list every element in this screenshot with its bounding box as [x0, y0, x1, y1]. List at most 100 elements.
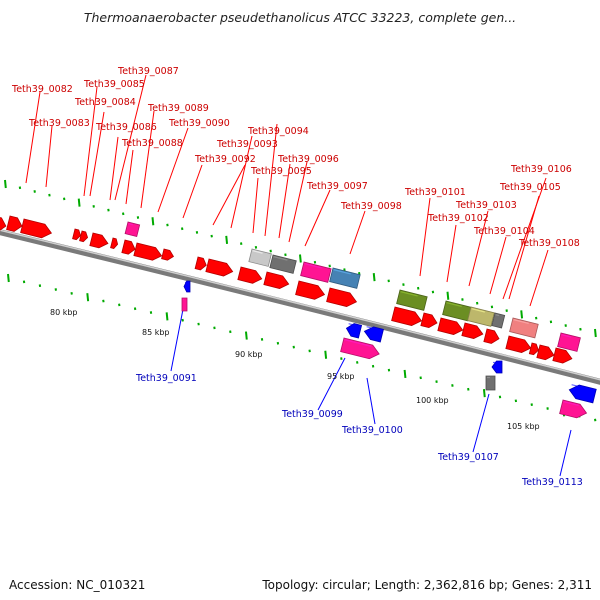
scale-label: 85 kbp [142, 328, 170, 337]
gene-feature-forward [528, 342, 539, 356]
genome-backbone [0, 229, 600, 385]
gene-feature-forward [437, 317, 464, 335]
gene-shape [183, 280, 191, 293]
gene-shape [121, 239, 136, 255]
gene-highlight [333, 269, 351, 275]
gene-shape [485, 375, 496, 391]
major-tick [4, 179, 7, 189]
gene-highlight [471, 308, 485, 313]
gene-feature-forward [248, 248, 272, 267]
gene-shape [483, 328, 500, 344]
gene-feature-forward [263, 271, 290, 289]
gene-label-forward: Teth39_0094 [247, 126, 309, 137]
gene-shape [181, 297, 188, 312]
gene-feature-forward [340, 337, 380, 360]
gene-feature-forward [483, 328, 500, 344]
scale-label: 105 kbp [507, 422, 540, 431]
gene-feature-forward [300, 261, 332, 283]
gene-feature-forward [79, 230, 89, 243]
gene-label-forward: Teth39_0088 [121, 138, 183, 149]
gene-label-forward: Teth39_0083 [28, 118, 90, 129]
gene-label-forward: Teth39_0082 [11, 84, 73, 95]
gene-shape [300, 261, 332, 283]
gene-shape [205, 258, 234, 277]
gene-shape [461, 322, 484, 339]
gene-shape [536, 344, 555, 361]
gene-feature-reverse [491, 360, 503, 374]
gene-feature-forward [442, 300, 472, 322]
gene-highlight [395, 308, 414, 314]
gene-shape [124, 221, 141, 238]
gene-feature-forward [461, 322, 484, 339]
gene-highlight [366, 326, 375, 330]
gene-feature-forward [552, 347, 573, 364]
gene-feature-forward [491, 312, 506, 329]
gene-shape [437, 317, 464, 335]
gene-label-forward: Teth39_0085 [83, 79, 145, 90]
gene-highlight [125, 241, 131, 244]
gene-label-forward: Teth39_0093 [216, 139, 278, 150]
label-connector-line [288, 161, 308, 243]
gene-shape [72, 228, 82, 241]
gene-highlight [424, 314, 431, 317]
major-tick [165, 312, 169, 321]
accession-text: Accession: NC_010321 [9, 578, 146, 592]
gene-feature-forward [133, 242, 163, 261]
gene-feature-forward [485, 375, 496, 391]
gene-label-forward: Teth39_0086 [95, 122, 157, 133]
gene-highlight [299, 282, 317, 288]
gene-shape [269, 254, 297, 274]
gene-feature-forward [559, 399, 588, 419]
label-connector-line [529, 249, 549, 307]
gene-feature-forward [391, 306, 423, 326]
label-connector-line [278, 163, 291, 239]
gene-feature-forward [6, 215, 23, 232]
gene-shape [110, 237, 119, 249]
gene-highlight [267, 273, 282, 278]
gene-feature-forward [467, 306, 495, 327]
label-connector-line [109, 136, 119, 201]
gene-shape [568, 384, 597, 404]
major-tick [482, 389, 486, 398]
label-connector-line [366, 377, 376, 425]
gene-feature-forward [205, 258, 234, 277]
gene-highlight [556, 349, 565, 353]
gene-feature-reverse [345, 323, 363, 339]
gene-label-reverse: Teth39_0099 [281, 409, 343, 420]
gene-feature-forward [124, 221, 141, 238]
gene-feature-forward [329, 267, 361, 289]
gene-highlight [441, 319, 456, 324]
gene-feature-forward [295, 280, 326, 300]
gene-highlight [446, 302, 462, 308]
gene-label-forward: Teth39_0102 [427, 213, 489, 224]
gene-shape [295, 280, 326, 300]
gene-shape [420, 312, 438, 329]
major-tick [244, 331, 248, 340]
major-tick [86, 293, 90, 302]
label-connector-line [559, 429, 572, 477]
scale-label: 95 kbp [327, 372, 355, 381]
gene-highlight [273, 256, 288, 261]
gene-highlight [561, 334, 572, 338]
gene-feature-forward [269, 254, 297, 274]
label-connector-line [252, 177, 259, 234]
gene-shape [248, 248, 272, 267]
gene-feature-reverse [183, 280, 191, 293]
gene-label-forward: Teth39_0096 [277, 154, 339, 165]
gene-highlight [304, 263, 322, 269]
gene-label-forward: Teth39_0104 [473, 226, 535, 237]
gene-feature-forward [326, 287, 358, 307]
gene-label-forward: Teth39_0095 [250, 166, 312, 177]
gene-shape [340, 337, 380, 360]
gene-highlight [198, 258, 203, 261]
gene-shape [345, 323, 363, 339]
gene-label-forward: Teth39_0106 [510, 164, 572, 175]
major-tick [372, 273, 376, 282]
gene-shape [6, 215, 23, 232]
major-tick [446, 291, 450, 300]
gene-shape [391, 306, 423, 326]
gene-highlight [509, 337, 524, 342]
gene-label-forward: Teth39_0101 [404, 187, 466, 198]
